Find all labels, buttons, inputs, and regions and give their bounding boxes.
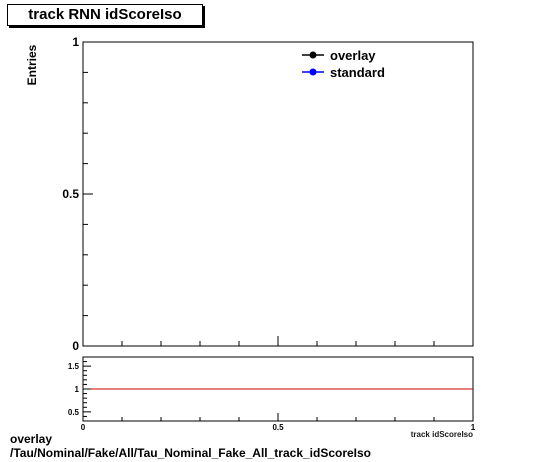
y-tick-label: 0.5 xyxy=(62,187,79,201)
legend-label-overlay: overlay xyxy=(330,48,376,63)
ratio-y-tick-label: 1 xyxy=(75,385,80,394)
y-tick-label: 1 xyxy=(72,35,79,49)
ratio-y-tick-label: 0.5 xyxy=(68,408,80,417)
main-plot-frame xyxy=(82,41,474,347)
y-tick-label: 0 xyxy=(72,339,79,353)
title-box: track RNN idScoreIso xyxy=(7,4,203,26)
legend-label-standard: standard xyxy=(330,65,385,80)
legend-marker-overlay xyxy=(309,51,317,59)
x-axis-label: track idScoreIso xyxy=(411,430,473,439)
y-axis-label: Entries xyxy=(25,44,39,85)
chart-title: track RNN idScoreIso xyxy=(28,6,182,23)
ratio-x-tick-label: 0.5 xyxy=(272,423,284,432)
legend-marker-standard xyxy=(309,68,317,76)
footer-label: overlay xyxy=(10,432,53,446)
footer-path: /Tau/Nominal/Fake/All/Tau_Nominal_Fake_A… xyxy=(10,446,372,460)
ratio-x-tick-label: 0 xyxy=(81,423,86,432)
ratio-y-tick-label: 1.5 xyxy=(68,362,80,371)
ratio-x-tick-label: 1 xyxy=(471,423,476,432)
